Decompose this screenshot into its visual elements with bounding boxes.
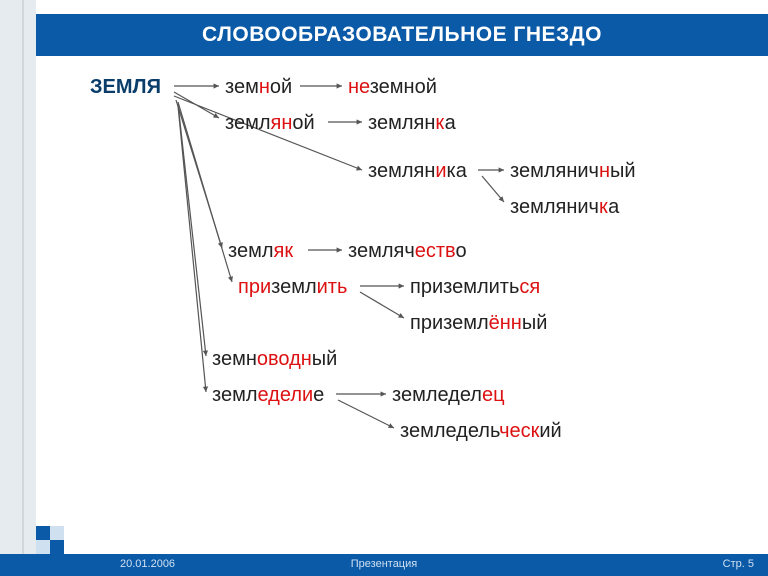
word-part: ённ <box>489 312 522 334</box>
word-part: едели <box>258 384 314 406</box>
word-part: земляч <box>348 240 415 262</box>
word-part: земл <box>212 384 258 406</box>
left-stripe <box>0 0 36 576</box>
word-part: ец <box>482 384 505 406</box>
word-part: зем <box>225 76 259 98</box>
word-part: як <box>274 240 294 262</box>
word-zemnovodny: земноводный <box>212 348 337 371</box>
word-prizemlyonny: приземлённый <box>410 312 547 335</box>
word-part: земл <box>228 240 274 262</box>
word-part: к <box>599 196 608 218</box>
word-part: ый <box>312 348 338 370</box>
word-part: н <box>599 160 610 182</box>
word-part: и <box>435 160 446 182</box>
word-zemnoi: земной <box>225 76 292 99</box>
word-part: н <box>259 76 270 98</box>
word-part: земн <box>212 348 257 370</box>
word-zemlyak: земляк <box>228 240 293 263</box>
word-part: земледел <box>392 384 482 406</box>
word-part: приземлить <box>410 276 519 298</box>
footer-page: Стр. 5 <box>723 558 754 570</box>
left-stripe-divider <box>22 0 24 576</box>
word-part: а <box>608 196 619 218</box>
word-nezemnoi: неземной <box>348 76 437 99</box>
word-part: земл <box>271 276 317 298</box>
word-part: оводн <box>257 348 312 370</box>
word-part: ый <box>610 160 636 182</box>
word-zemlyanoi: земляной <box>225 112 315 135</box>
word-part: к <box>435 112 444 134</box>
word-part: земледель <box>400 420 499 442</box>
word-zemlyanichny: земляничный <box>510 160 636 183</box>
word-zemledelets: земледелец <box>392 384 505 407</box>
word-zemlyachestvo: землячество <box>348 240 467 263</box>
word-part: ся <box>519 276 540 298</box>
slide: СЛОВООБРАЗОВАТЕЛЬНОЕ ГНЕЗДО ЗЕМЛЯземнойн… <box>0 0 768 576</box>
word-part: ЗЕМЛЯ <box>90 76 161 98</box>
word-part: землянич <box>510 196 599 218</box>
square-icon <box>50 526 64 540</box>
word-part: ий <box>539 420 561 442</box>
word-part: о <box>455 240 466 262</box>
word-zemlyanichka: земляничка <box>510 196 619 219</box>
word-part: ой <box>292 112 314 134</box>
word-part: ый <box>522 312 548 334</box>
title-bar: СЛОВООБРАЗОВАТЕЛЬНОЕ ГНЕЗДО <box>36 14 768 56</box>
word-part: земл <box>225 112 271 134</box>
word-part: ка <box>447 160 467 182</box>
word-zemledelchesky: земледельческий <box>400 420 562 443</box>
word-zemledelie: земледелие <box>212 384 324 407</box>
square-icon <box>36 526 50 540</box>
footer-bar: 20.01.2006 Презентация Стр. 5 <box>0 554 768 576</box>
diagram-area: ЗЕМЛЯземнойнеземнойземлянойземлянказемля… <box>36 56 768 538</box>
word-part: ческ <box>499 420 539 442</box>
slide-title: СЛОВООБРАЗОВАТЕЛЬНОЕ ГНЕЗДО <box>36 14 768 56</box>
word-zemlyanika: земляника <box>368 160 467 183</box>
word-root: ЗЕМЛЯ <box>90 76 161 99</box>
word-part: ян <box>271 112 293 134</box>
footer-center: Презентация <box>0 558 768 570</box>
word-part: землян <box>368 160 435 182</box>
word-part: землян <box>368 112 435 134</box>
square-icon <box>36 540 50 554</box>
word-part: землянич <box>510 160 599 182</box>
word-part: а <box>445 112 456 134</box>
word-prizemlitsya: приземлиться <box>410 276 540 299</box>
word-part: земной <box>370 76 437 98</box>
square-icon <box>50 540 64 554</box>
word-zemlyanka: землянка <box>368 112 456 135</box>
word-part: ой <box>270 76 292 98</box>
word-part: не <box>348 76 370 98</box>
word-part: приземл <box>410 312 489 334</box>
word-part: ить <box>317 276 348 298</box>
word-part: е <box>313 384 324 406</box>
word-prizemlit: приземлить <box>238 276 347 299</box>
word-part: при <box>238 276 271 298</box>
word-part: еств <box>415 240 456 262</box>
